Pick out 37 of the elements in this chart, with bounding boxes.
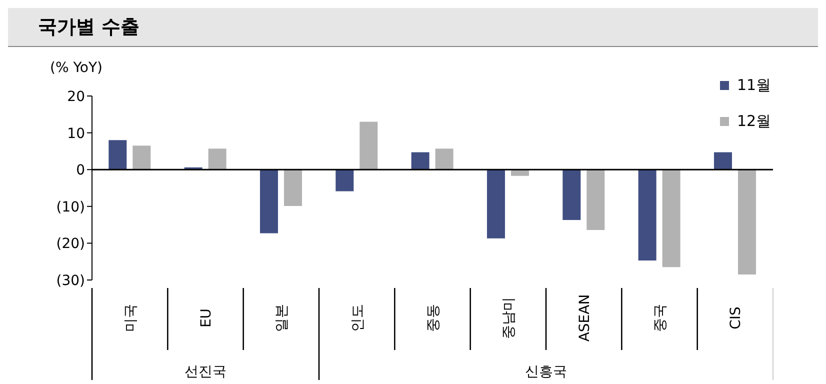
y-tick-label: (10) — [56, 199, 85, 216]
bar — [336, 170, 354, 192]
y-tick-label: (20) — [56, 236, 85, 252]
bar — [208, 148, 226, 170]
y-tick-label: 10 — [67, 126, 85, 142]
x-tick-label: 미국 — [122, 304, 139, 332]
x-tick-label: 인도 — [350, 304, 366, 332]
bar — [435, 148, 454, 170]
bar — [108, 140, 127, 170]
x-tick-label: 중동 — [426, 304, 442, 332]
bar — [360, 122, 378, 170]
bar — [411, 152, 430, 170]
x-tick-label: 중국 — [652, 304, 668, 332]
x-tick-label: EU — [198, 308, 214, 328]
legend-label: 11월 — [736, 74, 772, 96]
y-tick-label: 0 — [76, 162, 85, 179]
x-tick-label: 일본 — [274, 304, 290, 332]
bar — [486, 170, 505, 238]
bar — [662, 170, 680, 268]
bar — [562, 170, 581, 220]
chart-title: 국가별 수출 — [38, 15, 140, 40]
text: 신흥국 — [525, 364, 567, 380]
y-tick-label: 20 — [67, 88, 85, 105]
bar — [260, 170, 278, 234]
bar — [638, 170, 656, 260]
bar — [132, 146, 151, 170]
bar — [284, 170, 302, 206]
x-tick-label: 중남미 — [501, 297, 518, 339]
y-tick-label: (30) — [56, 272, 85, 289]
x-tick-label: CIS — [728, 306, 744, 330]
y-axis-title: (% YoY) — [50, 60, 102, 76]
x-tick-label: ASEAN — [576, 294, 593, 342]
bar — [738, 170, 756, 274]
bar — [714, 152, 732, 170]
bar — [586, 170, 605, 230]
legend-label: 12월 — [736, 110, 772, 132]
text: 선진국 — [184, 364, 226, 380]
